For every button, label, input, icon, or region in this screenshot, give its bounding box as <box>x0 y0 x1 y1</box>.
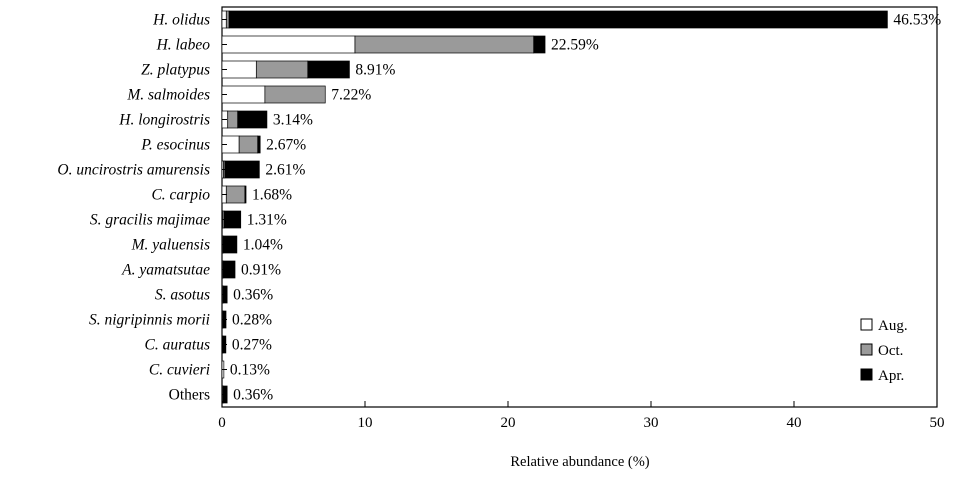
legend-swatch-apr <box>860 368 873 381</box>
bar-segment-apr <box>228 10 888 29</box>
category-label: H. longirostris <box>118 112 210 129</box>
category-label: H. labeo <box>156 37 211 54</box>
value-label: 1.68% <box>252 187 292 204</box>
legend-label: Aug. <box>878 318 908 334</box>
category-label: Others <box>169 387 210 404</box>
category-label: S. asotus <box>155 287 210 304</box>
value-label: 8.91% <box>355 62 395 79</box>
category-label: C. cuvieri <box>149 362 210 379</box>
category-label: C. auratus <box>145 337 210 354</box>
bar-segment-oct <box>227 110 239 129</box>
bar-segment-apr <box>237 110 268 129</box>
x-tick-label: 50 <box>930 415 945 431</box>
bar-segment-apr <box>257 135 261 154</box>
legend-swatch-oct <box>860 343 873 356</box>
legend-label: Oct. <box>878 343 903 359</box>
value-label: 0.36% <box>233 287 273 304</box>
x-tick-label: 30 <box>644 415 659 431</box>
value-label: 1.31% <box>247 212 287 229</box>
x-tick-label: 0 <box>218 415 226 431</box>
category-label: Z. platypus <box>141 62 210 79</box>
bar-segment-apr <box>307 60 350 79</box>
bar-segment-aug <box>221 35 356 54</box>
legend: Aug. Oct. Apr. <box>860 318 908 384</box>
category-label: C. carpio <box>151 187 210 204</box>
value-labels: 46.53% 22.59% 8.91% 7.22% 3.14% 2.67% 2.61% 1.6… <box>230 12 941 404</box>
value-label: 1.04% <box>243 237 283 254</box>
x-tick-label: 20 <box>501 415 516 431</box>
value-label: 0.36% <box>233 387 273 404</box>
x-axis-title: Relative abundance (%) <box>510 454 649 470</box>
value-label: 2.67% <box>266 137 306 154</box>
bar-segment-aug <box>221 60 257 79</box>
category-label: O. uncirostris amurensis <box>57 162 210 179</box>
legend-swatch-aug <box>860 318 873 331</box>
value-label: 2.61% <box>265 162 305 179</box>
value-label: 46.53% <box>893 12 941 29</box>
bar-segment-oct <box>225 185 246 204</box>
plot-frame <box>221 6 938 408</box>
category-label: S. nigripinnis morii <box>89 312 210 329</box>
x-tick-label: 10 <box>358 415 373 431</box>
value-label: 0.91% <box>241 262 281 279</box>
value-label: 22.59% <box>551 37 599 54</box>
x-tick-label: 40 <box>787 415 802 431</box>
legend-label: Apr. <box>878 368 904 384</box>
category-label: M. yaluensis <box>131 237 210 254</box>
bar-segment-oct <box>354 35 535 54</box>
bar-segment-apr <box>224 160 260 179</box>
category-label: H. olidus <box>152 12 210 29</box>
value-label: 0.27% <box>232 337 272 354</box>
category-label: P. esocinus <box>140 137 210 154</box>
bar-segment-oct <box>238 135 259 154</box>
bar-segment-aug <box>221 85 266 104</box>
bars-layer <box>221 10 888 404</box>
category-label: S. gracilis majimae <box>90 212 210 229</box>
bar-segment-oct <box>255 60 309 79</box>
x-axis-ticks: 0 10 20 30 40 50 <box>218 19 945 431</box>
category-label: M. salmoides <box>126 87 210 104</box>
category-labels: H. olidus H. labeo Z. platypus M. salmoides… <box>57 12 210 404</box>
bar-segment-oct <box>264 85 326 104</box>
value-label: 0.13% <box>230 362 270 379</box>
value-label: 7.22% <box>331 87 371 104</box>
category-label: A. yamatsutae <box>121 262 210 279</box>
value-label: 0.28% <box>232 312 272 329</box>
value-label: 3.14% <box>273 112 313 129</box>
bar-segment-apr <box>533 35 546 54</box>
bar-segment-apr <box>244 185 247 204</box>
